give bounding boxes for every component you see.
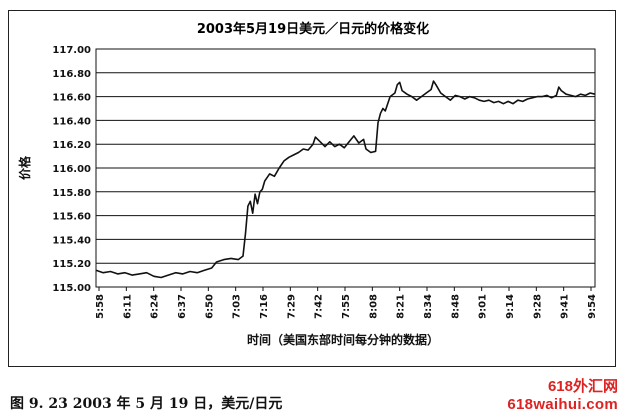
plot-border [95, 48, 596, 288]
x-tick-label: 6:24 [150, 294, 161, 319]
x-tick-label: 6:11 [122, 294, 133, 319]
x-tick-label: 7:29 [286, 294, 297, 319]
y-tick-label: 116.00 [52, 164, 91, 175]
y-tick-label: 115.00 [52, 283, 91, 294]
x-tick-label: 5:58 [95, 294, 106, 319]
x-tick-label: 6:37 [177, 294, 188, 319]
x-tick-label: 9:28 [532, 294, 543, 319]
x-tick-label: 7:03 [232, 294, 243, 319]
y-tick-label: 115.40 [52, 235, 91, 246]
x-tick-label: 7:42 [314, 294, 325, 319]
y-tick-label: 115.60 [52, 212, 91, 223]
x-tick-label: 9:14 [505, 294, 516, 319]
watermark-line2: 618waihui.com [507, 396, 618, 413]
y-tick-label: 117.00 [52, 45, 91, 56]
x-tick-label: 8:21 [396, 294, 407, 319]
x-tick-label: 8:34 [423, 294, 434, 319]
y-tick-label: 115.80 [52, 188, 91, 199]
x-axis-label: 时间（美国东部时间每分钟的数据） [247, 332, 439, 347]
y-axis-ticks: 115.00 115.20 115.40 115.60 115.80 116.00 116.… [52, 45, 91, 294]
x-axis-ticks: 5:58 6:11 6:24 6:37 6:50 7:03 7:16 7:29 7:42 7:55… [95, 287, 598, 319]
site-watermark: 618外汇网 618waihui.com [507, 378, 618, 414]
price-series-line [95, 80, 596, 279]
x-tick-label: 7:55 [341, 294, 352, 319]
x-tick-label: 6:50 [204, 294, 215, 319]
x-tick-label: 9:41 [560, 294, 571, 319]
grid [96, 48, 595, 288]
x-tick-label: 9:54 [587, 294, 598, 319]
x-tick-label: 8:08 [368, 294, 379, 319]
x-tick-label: 7:16 [259, 294, 270, 319]
y-tick-label: 116.20 [52, 140, 91, 151]
chart-frame: 2003年5月19日美元／日元的价格变化 115.00 115.20 115.40 1… [8, 10, 616, 367]
figure-caption: 图 9. 23 2003 年 5 月 19 日，美元/日元 [10, 396, 283, 412]
y-tick-label: 116.80 [52, 69, 91, 80]
watermark-line1: 618外汇网 [547, 378, 618, 395]
x-tick-label: 9:01 [478, 294, 489, 319]
chart-title: 2003年5月19日美元／日元的价格变化 [197, 21, 429, 37]
y-tick-label: 115.20 [52, 259, 91, 270]
y-tick-label: 116.40 [52, 116, 91, 127]
x-tick-label: 8:48 [450, 294, 461, 319]
y-tick-label: 116.60 [52, 93, 91, 104]
price-chart: 2003年5月19日美元／日元的价格变化 115.00115.20115.401… [17, 21, 598, 347]
y-axis-label: 价格 [17, 155, 32, 180]
